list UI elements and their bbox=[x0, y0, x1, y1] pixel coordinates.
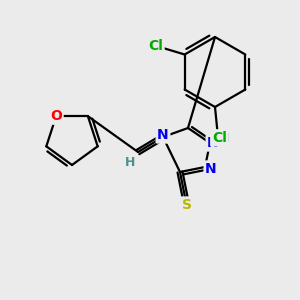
Text: Cl: Cl bbox=[148, 39, 163, 53]
Text: N: N bbox=[207, 136, 219, 150]
Text: H: H bbox=[125, 155, 135, 169]
Text: O: O bbox=[50, 109, 62, 123]
Text: N: N bbox=[157, 128, 169, 142]
Text: H: H bbox=[219, 133, 229, 146]
Text: Cl: Cl bbox=[212, 131, 226, 145]
Text: S: S bbox=[182, 198, 192, 212]
Text: N: N bbox=[205, 162, 217, 176]
